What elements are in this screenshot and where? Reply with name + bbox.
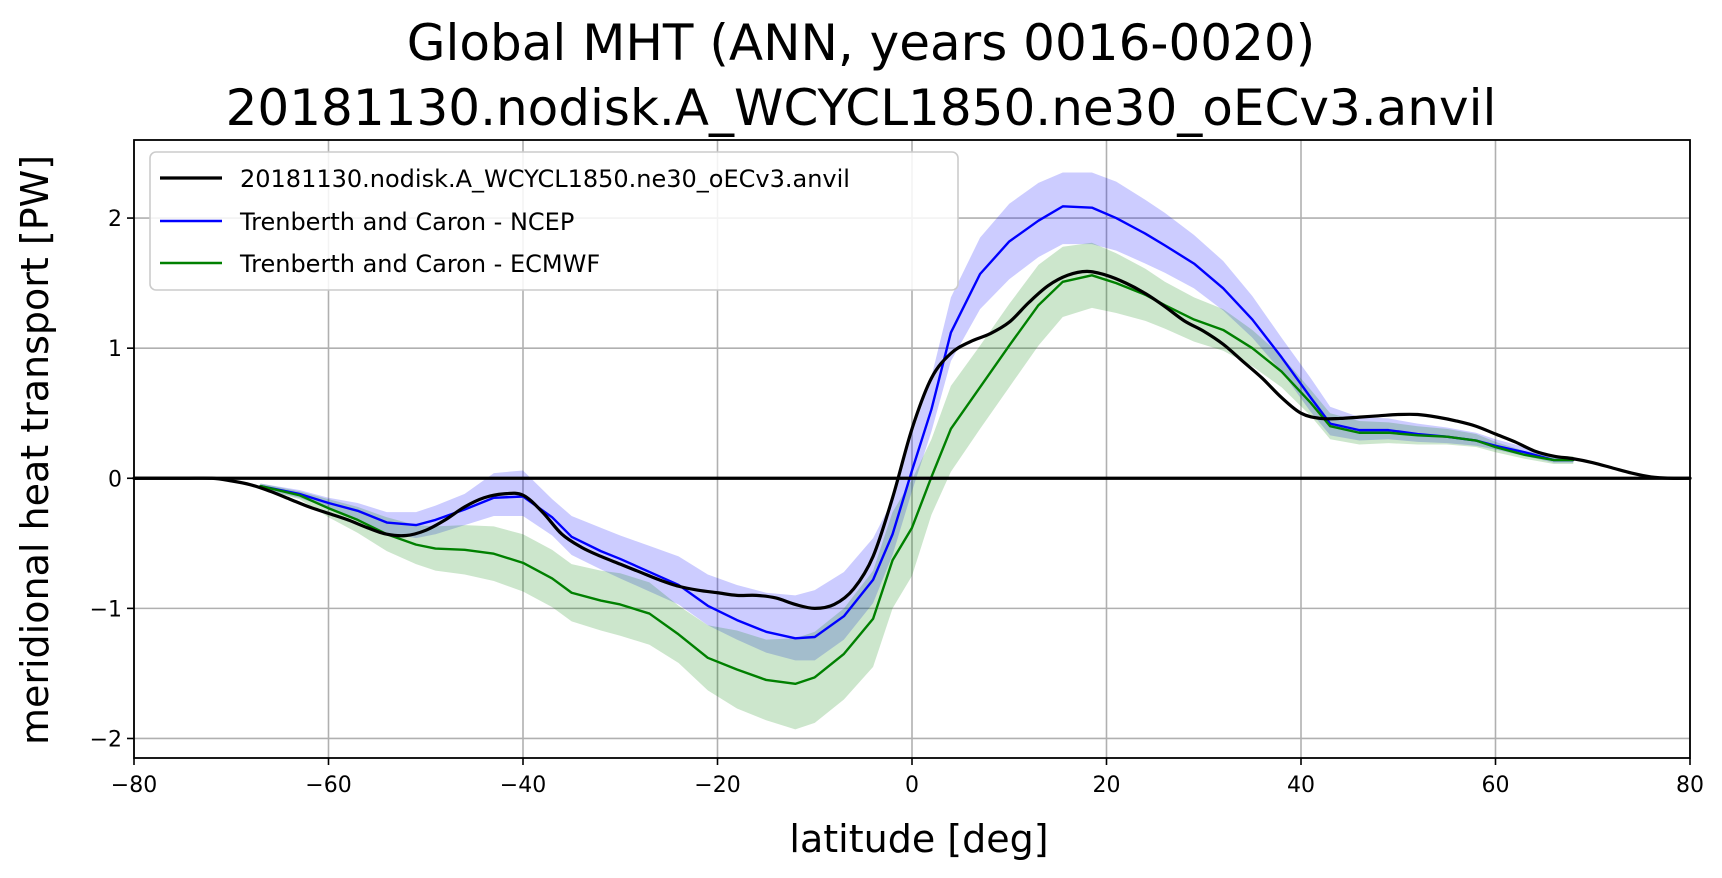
y-tick-label: 0: [108, 467, 122, 492]
legend-label-ncep: Trenberth and Caron - NCEP: [239, 208, 574, 236]
series-lines: [132, 205, 1692, 686]
legend-label-model: 20181130.nodisk.A_WCYCL1850.ne30_oECv3.a…: [240, 165, 850, 193]
x-tick-label: −60: [305, 773, 351, 798]
ncep-line: [259, 205, 1575, 640]
legend-label-ecmwf: Trenberth and Caron - ECMWF: [239, 250, 600, 278]
legend-box: [149, 151, 959, 291]
x-tick-label: 40: [1287, 773, 1315, 798]
x-tick-label: 60: [1482, 773, 1510, 798]
ecmwf-line: [259, 274, 1575, 686]
x-tick-label: −20: [694, 773, 740, 798]
y-tick-label: −2: [90, 727, 122, 752]
ncep-uncertainty-band: [260, 172, 1574, 661]
legend: 20181130.nodisk.A_WCYCL1850.ne30_oECv3.a…: [149, 151, 959, 291]
model-mht-line: [132, 269, 1692, 610]
x-tick-label: 0: [905, 773, 919, 798]
x-tick-label: 20: [1093, 773, 1121, 798]
axis-ticks: −80 −60 −40 −20 0 20 40 60 80 −2 −1 0 1 2: [90, 207, 1704, 798]
chart-title-line-1: Global MHT (ANN, years 0016-0020): [407, 14, 1315, 72]
x-tick-label: −40: [500, 773, 546, 798]
y-axis-label: meridional heat transport [PW]: [13, 155, 57, 745]
y-tick-label: 2: [108, 207, 122, 232]
ecmwf-uncertainty-band: [260, 242, 1574, 730]
y-tick-label: −1: [90, 597, 122, 622]
x-axis-label: latitude [deg]: [789, 817, 1048, 861]
y-tick-label: 1: [108, 337, 122, 362]
uncertainty-bands: [260, 172, 1574, 730]
x-tick-label: −80: [111, 773, 157, 798]
chart-title-line-2: 20181130.nodisk.A_WCYCL1850.ne30_oECv3.a…: [226, 79, 1497, 137]
x-tick-label: 80: [1676, 773, 1704, 798]
